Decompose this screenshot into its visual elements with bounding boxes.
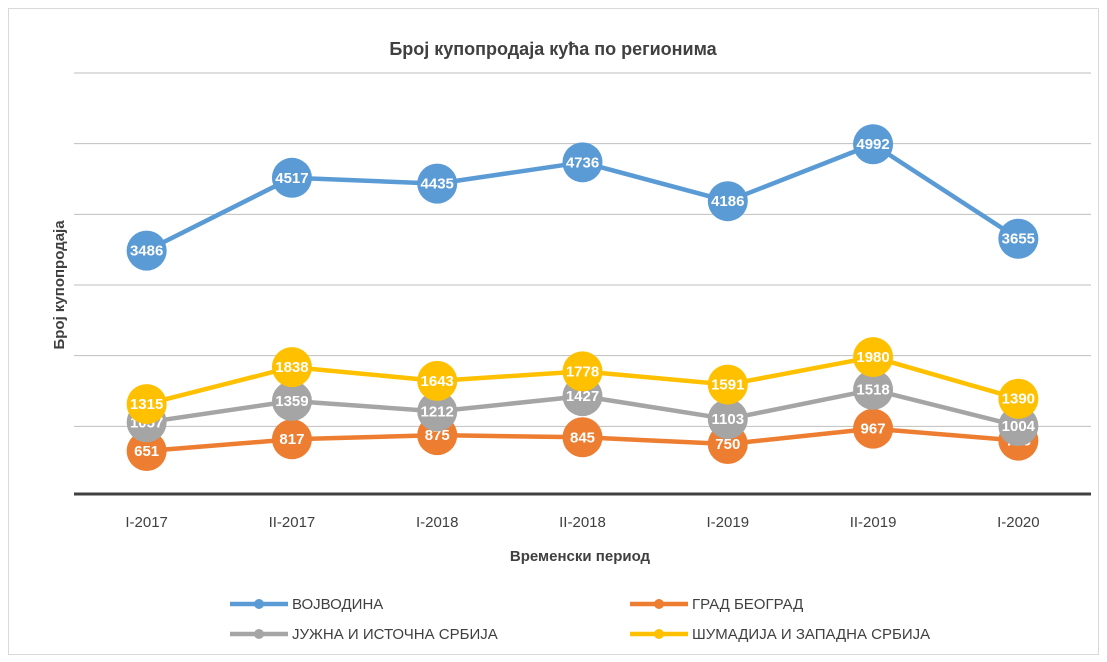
- x-tick-label: I-2019: [707, 514, 750, 531]
- marker: [998, 378, 1039, 419]
- marker: [417, 360, 458, 401]
- data-label: 1518: [856, 382, 889, 399]
- marker: [417, 163, 458, 204]
- legend-label: ВОЈВОДИНА: [292, 596, 383, 613]
- x-tick-label: II-2019: [850, 514, 897, 531]
- x-tick-label: I-2017: [125, 514, 168, 531]
- legend-marker: [254, 629, 264, 639]
- legend-marker: [254, 599, 264, 609]
- data-label: 3655: [1002, 231, 1035, 248]
- data-label: 750: [715, 436, 740, 453]
- data-label: 1838: [275, 359, 308, 376]
- data-label: 1315: [130, 396, 163, 413]
- marker: [126, 430, 167, 471]
- data-label: 651: [134, 443, 159, 460]
- marker: [271, 380, 312, 421]
- marker: [126, 384, 167, 425]
- x-tick-label: II-2018: [559, 514, 606, 531]
- marker: [562, 351, 603, 392]
- y-axis-title: Број купопродаја: [51, 220, 68, 350]
- marker: [271, 419, 312, 460]
- chart-frame: [8, 8, 1099, 655]
- data-label: 817: [279, 431, 304, 448]
- data-label: 875: [425, 427, 450, 444]
- marker: [707, 399, 748, 440]
- data-label: 1212: [421, 403, 454, 420]
- x-axis-title: Временски период: [510, 548, 651, 565]
- data-label: 1980: [856, 349, 889, 366]
- x-tick-label: II-2017: [269, 514, 316, 531]
- chart-title: Број купопродаја кућа по регионима: [389, 39, 717, 59]
- data-label: 4992: [856, 136, 889, 153]
- marker: [853, 124, 894, 165]
- legend-marker: [654, 599, 664, 609]
- marker: [998, 218, 1039, 259]
- data-label: 1103: [712, 411, 745, 428]
- legend-label: ШУМАДИЈА И ЗАПАДНА СРБИЈА: [692, 626, 930, 643]
- data-label: 3486: [130, 243, 163, 260]
- data-label: 1004: [1002, 418, 1036, 435]
- data-label: 1359: [275, 393, 308, 410]
- data-label: 967: [861, 421, 886, 438]
- data-label: 4517: [275, 170, 308, 187]
- x-tick-label: I-2020: [997, 514, 1040, 531]
- data-label: 4435: [421, 176, 454, 193]
- marker: [417, 391, 458, 432]
- legend-label: ГРАД БЕОГРАД: [692, 596, 803, 613]
- marker: [562, 142, 603, 183]
- marker: [707, 364, 748, 405]
- marker: [271, 157, 312, 198]
- data-label: 1643: [421, 373, 454, 390]
- data-label: 4186: [711, 193, 744, 210]
- legend-marker: [654, 629, 664, 639]
- marker: [707, 181, 748, 222]
- marker: [853, 408, 894, 449]
- marker: [853, 369, 894, 410]
- marker: [562, 417, 603, 458]
- data-label: 1778: [566, 363, 599, 380]
- data-label: 1591: [711, 377, 744, 394]
- data-label: 4736: [566, 154, 599, 171]
- legend-label: ЈУЖНА И ИСТОЧНА СРБИЈА: [292, 626, 498, 643]
- data-label: 845: [570, 429, 595, 446]
- data-label: 1427: [566, 388, 599, 405]
- marker: [853, 337, 894, 378]
- marker: [126, 230, 167, 271]
- marker: [271, 347, 312, 388]
- data-label: 1390: [1002, 391, 1035, 408]
- x-tick-label: I-2018: [416, 514, 459, 531]
